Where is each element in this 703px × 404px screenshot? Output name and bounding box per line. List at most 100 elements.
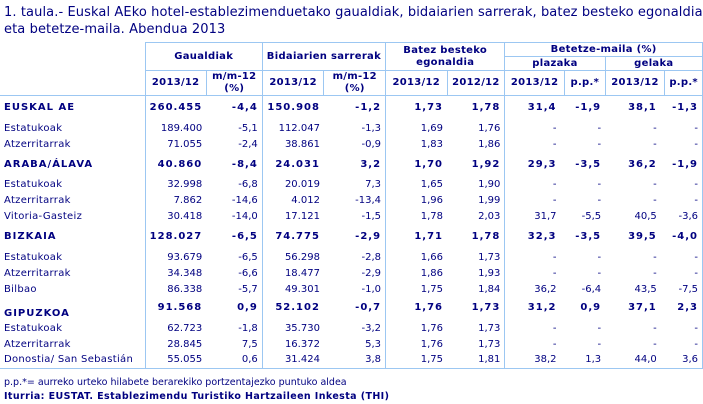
- table-cell: 17.121: [284, 210, 320, 222]
- table-cell: 86.338: [167, 283, 203, 295]
- table-cell: 1,70: [414, 158, 443, 170]
- column-header: 2013/12: [144, 70, 207, 96]
- source-note: Iturria: EUSTAT. Establezimendu Turistik…: [4, 391, 390, 402]
- table-cell: -: [552, 122, 557, 134]
- table-cell: 1,73: [447, 336, 506, 353]
- table-row: Estatukoak 32.998 -6,8 20.019 7,3 1,65 1,90- - -…: [0, 176, 703, 193]
- table-cell: 34.348: [167, 267, 203, 279]
- table-cell: 38,1: [628, 102, 657, 114]
- table-row: Bilbao 86.338 -5,7 49.301 -1,0 1,75 1,84 36,2 -6…: [0, 281, 703, 298]
- table-cell: 1,76: [447, 120, 506, 137]
- header-gaualdiak: Gaualdiak: [144, 42, 263, 71]
- table-cell: 1,73: [414, 102, 443, 114]
- table-cell: -: [664, 265, 703, 282]
- table-row: Atzerritarrak 28.845 7,5 16.372 5,3 1,76 1,73 -…: [0, 336, 703, 353]
- table-row: Atzerritarrak 71.055 -2,4 38.861 -0,9 1,83 1,8…: [0, 136, 703, 153]
- table-cell: -4,4: [206, 95, 263, 121]
- table-cell: -: [653, 138, 657, 150]
- table-cell: 38.861: [284, 138, 320, 150]
- table-cell: 74.775: [275, 231, 320, 242]
- table-cell: 1,71: [414, 231, 443, 242]
- table-cell: -: [552, 267, 557, 279]
- table-cell: 7,3: [323, 176, 387, 193]
- table-cell: -: [664, 120, 703, 137]
- table-cell: 20.019: [284, 178, 320, 190]
- table-row: Vitoria-Gasteiz 30.418 -14,0 17.121 -1,5 1,78…: [0, 208, 703, 225]
- table-cell: -2,8: [323, 249, 387, 266]
- table-cell: -: [597, 322, 602, 334]
- table-cell: -8,4: [206, 152, 263, 177]
- table-cell: -: [597, 338, 602, 350]
- table-cell: -: [552, 138, 557, 150]
- table-cell: 0,9: [206, 297, 263, 321]
- table-cell: -: [552, 251, 557, 263]
- table-cell: -: [552, 178, 557, 190]
- table-cell: -0,7: [323, 297, 387, 321]
- table-cell: 36,2: [628, 158, 657, 170]
- table-cell: 1,75: [385, 352, 447, 369]
- footer: p.p.*= aurreko urteko hilabete berarekik…: [4, 376, 389, 404]
- table-cell: -: [552, 338, 557, 350]
- header-gelaka: gelaka: [604, 56, 703, 71]
- table-cell: 7,5: [206, 336, 263, 353]
- table-cell: -1,2: [323, 95, 387, 121]
- header-batez: Batez besteko egonaldia: [385, 42, 506, 71]
- table-cell: 1,90: [447, 176, 506, 193]
- row-label: Estatukoak: [0, 320, 146, 337]
- table-row: Atzerritarrak 34.348 -6,6 18.477 -2,9 1,86 1,9…: [0, 265, 703, 282]
- row-label: Estatukoak: [0, 120, 146, 137]
- table-cell: -: [653, 178, 657, 190]
- row-label: Estatukoak: [0, 176, 146, 193]
- table-row: Donostia/ San Sebastián 55.055 0,6 31.424 3,…: [0, 352, 703, 369]
- table-cell: -: [664, 192, 703, 209]
- table-cell: -: [597, 251, 602, 263]
- table-cell: 38,2: [504, 352, 565, 369]
- table-cell: 1,96: [420, 194, 443, 206]
- table-cell: 1,73: [447, 320, 506, 337]
- table-row: ARABA/ÁLAVA 40.860 -8,4 24.031 3,2 1,70 1,92 29…: [0, 152, 703, 177]
- table-cell: 56.298: [284, 251, 320, 263]
- table-cell: 43,5: [634, 283, 657, 295]
- table-cell: 93.679: [167, 251, 203, 263]
- table-cell: -4,0: [664, 224, 703, 250]
- table-cell: -3,5: [575, 231, 602, 242]
- table-cell: -: [653, 267, 657, 279]
- table-cell: 1,76: [414, 301, 443, 313]
- table-cell: -1,0: [323, 281, 387, 298]
- table-cell: -0,9: [323, 136, 387, 153]
- table-row: Estatukoak 189.400 -5,1 112.047 -1,3 1,69 1,76…: [0, 120, 703, 137]
- table-cell: -1,8: [206, 320, 263, 337]
- table-cell: 1,3: [564, 352, 606, 369]
- column-header: 2013/12: [385, 70, 448, 96]
- table-cell: 1,78: [447, 224, 506, 250]
- table-cell: 36,2: [534, 283, 557, 295]
- column-header: 2012/12: [446, 70, 506, 96]
- table-cell: 24.031: [275, 158, 320, 170]
- table-cell: 40.860: [157, 158, 203, 170]
- table-cell: 1,69: [420, 122, 443, 134]
- table-cell: -6,6: [206, 265, 263, 282]
- table-cell: -2,4: [206, 136, 263, 153]
- table-row: GIPUZKOA 91.568 0,9 52.102 -0,7 1,76 1,73 31,2 0…: [0, 297, 703, 321]
- table-cell: 35.730: [284, 322, 320, 334]
- table-cell: -3,2: [323, 320, 387, 337]
- row-label: Estatukoak: [0, 249, 146, 266]
- table-cell: 1,92: [447, 152, 506, 177]
- table-cell: 49.301: [284, 283, 320, 295]
- table-cell: 28.845: [167, 338, 203, 350]
- table-cell: -: [664, 320, 703, 337]
- table-cell: 37,1: [628, 301, 657, 313]
- table-cell: 4.012: [291, 194, 320, 206]
- table-cell: 31,2: [527, 301, 557, 313]
- column-header: 2013/12: [261, 70, 325, 96]
- table-cell: 1,83: [420, 138, 443, 150]
- table-row: EUSKAL AE 260.455 -4,4 150.908 -1,2 1,73 1,78 3…: [0, 95, 703, 121]
- table-cell: -2,9: [323, 265, 387, 282]
- table-cell: 150.908: [267, 102, 320, 114]
- table-cell: 55.055: [145, 352, 207, 369]
- table-cell: -6,8: [206, 176, 263, 193]
- table-cell: 1,73: [447, 249, 506, 266]
- row-label: EUSKAL AE: [0, 95, 146, 121]
- row-label: Vitoria-Gasteiz: [0, 208, 146, 225]
- table-cell: -3,6: [664, 208, 703, 225]
